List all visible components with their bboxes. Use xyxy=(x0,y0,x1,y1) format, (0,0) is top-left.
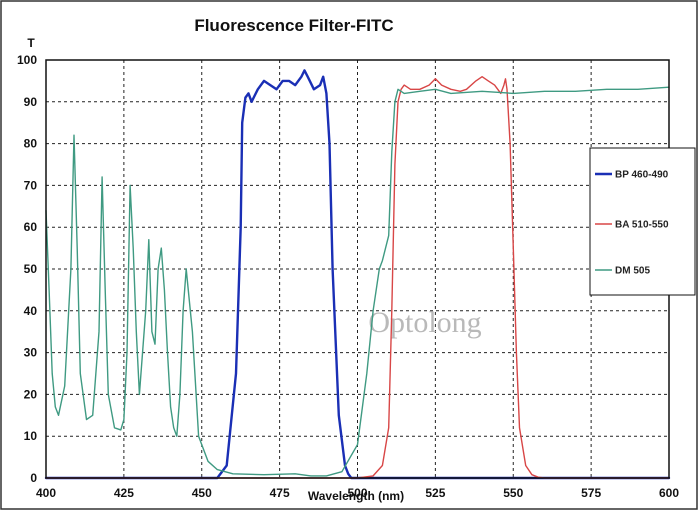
chart-title: Fluorescence Filter-FITC xyxy=(194,16,393,35)
y-tick-label: 0 xyxy=(30,471,37,485)
y-tick-label: 40 xyxy=(24,304,38,318)
x-tick-label: 450 xyxy=(192,486,212,500)
y-axis-label: T xyxy=(27,36,35,50)
legend-label: BP 460-490 xyxy=(615,170,669,181)
x-axis-label: Wavelength (nm) xyxy=(308,489,404,503)
y-tick-label: 30 xyxy=(24,346,38,360)
x-tick-label: 425 xyxy=(114,486,134,500)
y-tick-label: 50 xyxy=(24,262,38,276)
series-line-bp-460-490 xyxy=(44,69,671,480)
x-tick-label: 575 xyxy=(581,486,601,500)
y-tick-label: 10 xyxy=(24,429,38,443)
x-tick-label: 500 xyxy=(347,486,367,500)
x-tick-label: 400 xyxy=(36,486,56,500)
y-tick-labels: 0 10 20 30 40 50 60 70 80 90 100 xyxy=(17,53,37,485)
legend: BP 460-490 BA 510-550 DM 505 xyxy=(589,147,696,296)
legend-label: DM 505 xyxy=(615,266,650,277)
y-tick-label: 80 xyxy=(24,137,38,151)
watermark: Optolong xyxy=(368,306,481,339)
y-tick-label: 70 xyxy=(24,178,38,192)
y-tick-label: 60 xyxy=(24,220,38,234)
series-line-ba-510-550 xyxy=(45,75,670,479)
x-tick-label: 600 xyxy=(659,486,679,500)
series-lines xyxy=(44,69,671,480)
legend-label: BA 510-550 xyxy=(615,220,669,231)
x-tick-label: 525 xyxy=(425,486,445,500)
y-tick-label: 100 xyxy=(17,53,37,67)
y-tick-label: 90 xyxy=(24,95,38,109)
x-tick-labels: 400 425 450 475 500 525 550 575 600 xyxy=(36,486,679,500)
y-tick-label: 20 xyxy=(24,387,38,401)
x-tick-label: 475 xyxy=(270,486,290,500)
x-tick-label: 550 xyxy=(503,486,523,500)
series-line-dm-505 xyxy=(45,86,670,477)
